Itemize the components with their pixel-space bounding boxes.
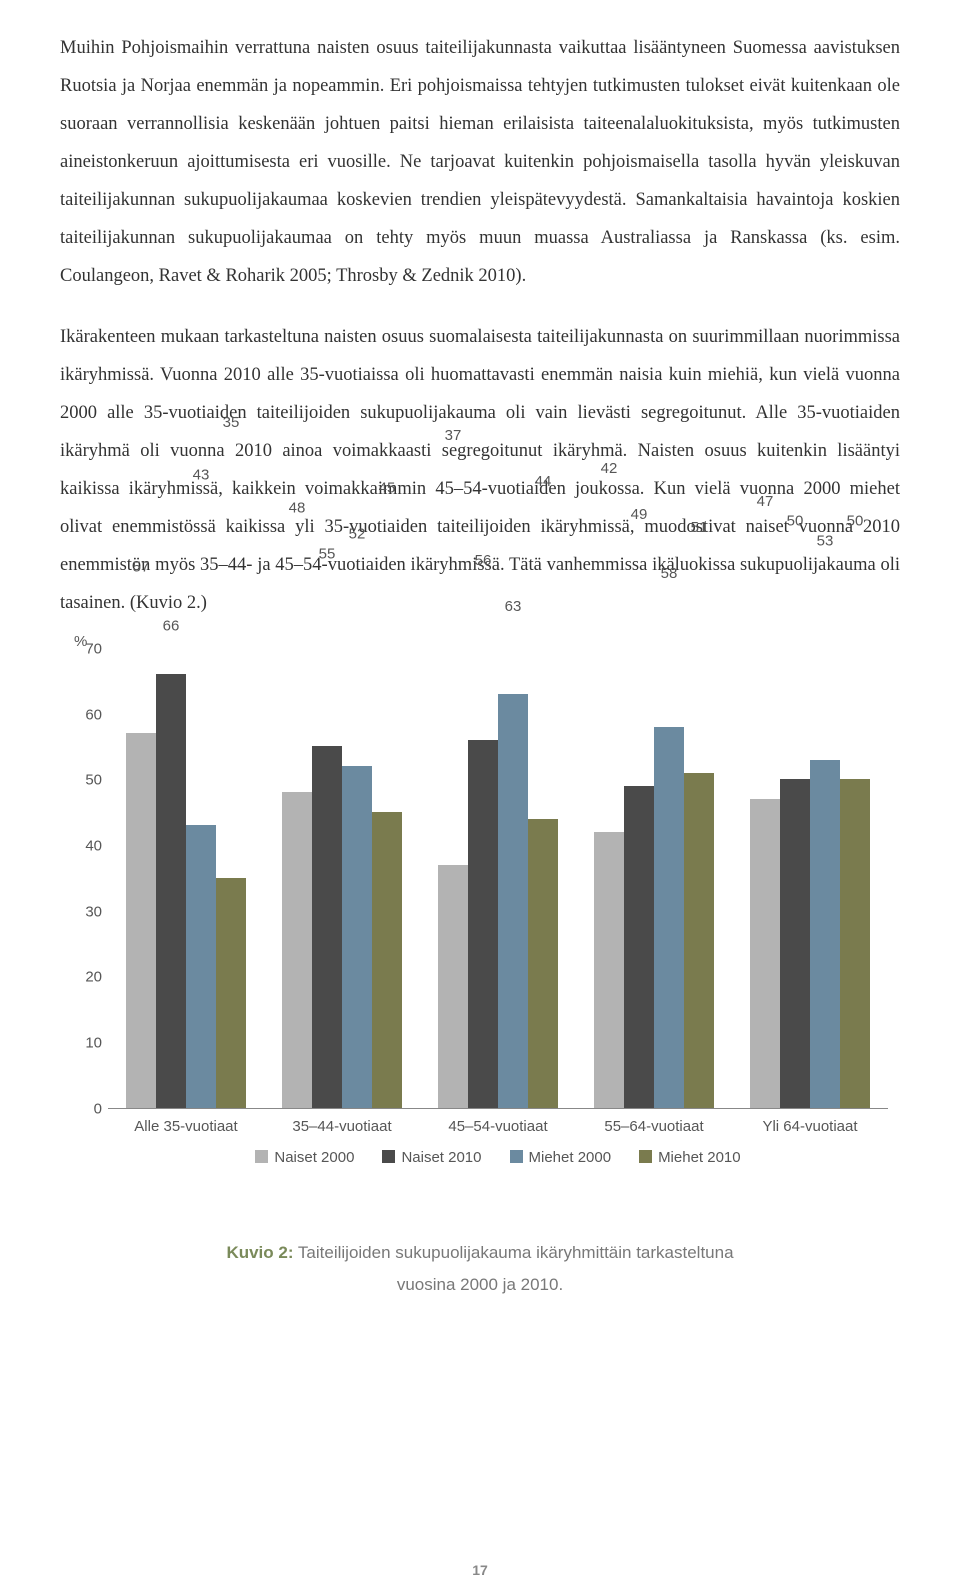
legend-label: Miehet 2010 [658, 1149, 741, 1166]
bar-group: 57664335Alle 35-vuotiaat [108, 649, 264, 1108]
legend-item: Miehet 2010 [639, 1149, 741, 1166]
y-tick: 10 [72, 1035, 102, 1052]
bar-value-label: 47 [750, 493, 780, 646]
caption-line-1: Taiteilijoiden sukupuolijakauma ikäryhmi… [298, 1243, 734, 1262]
bar-group: 47505350Yli 64-vuotiaat [732, 649, 888, 1108]
y-tick: 60 [72, 706, 102, 723]
bar-group: 4249585155–64-vuotiaat [576, 649, 732, 1108]
paragraph-1: Muihin Pohjoismaihin verrattuna naisten … [60, 30, 900, 295]
bar-value-label: 55 [312, 545, 342, 646]
bar [126, 733, 156, 1108]
caption-label: Kuvio 2: [226, 1243, 293, 1262]
bar-value-label: 42 [594, 460, 624, 646]
x-category-label: 45–54-vuotiaat [420, 1108, 576, 1135]
bar [654, 727, 684, 1108]
y-tick: 70 [72, 640, 102, 657]
legend-item: Naiset 2010 [382, 1149, 481, 1166]
y-tick: 20 [72, 969, 102, 986]
bar [684, 773, 714, 1108]
bar [156, 674, 186, 1108]
bar [216, 878, 246, 1108]
bar-value-label: 43 [186, 466, 216, 645]
y-tick: 40 [72, 837, 102, 854]
y-tick: 0 [72, 1100, 102, 1117]
bar-value-label: 52 [342, 526, 372, 646]
bar [312, 746, 342, 1107]
bar [282, 792, 312, 1107]
bar [342, 766, 372, 1108]
y-tick: 30 [72, 903, 102, 920]
bar [624, 786, 654, 1108]
bar-value-label: 49 [624, 506, 654, 646]
x-category-label: Yli 64-vuotiaat [732, 1108, 888, 1135]
page-number: 17 [0, 1562, 960, 1578]
bar-chart: % 01020304050607057664335Alle 35-vuotiaa… [60, 639, 900, 1189]
legend-swatch [382, 1150, 395, 1163]
y-tick: 50 [72, 772, 102, 789]
legend-item: Miehet 2000 [510, 1149, 612, 1166]
chart-legend: Naiset 2000 Naiset 2010 Miehet 2000 Miehet … [108, 1149, 888, 1166]
bar [186, 825, 216, 1108]
bar-value-label: 56 [468, 552, 498, 646]
bar-value-label: 51 [684, 519, 714, 646]
caption-line-2: vuosina 2000 ja 2010. [397, 1275, 563, 1294]
legend-label: Naiset 2000 [274, 1149, 354, 1166]
legend-swatch [510, 1150, 523, 1163]
bar-value-label: 37 [438, 427, 468, 646]
bar-value-label: 57 [126, 558, 156, 645]
legend-item: Naiset 2000 [255, 1149, 354, 1166]
bar-value-label: 35 [216, 414, 246, 646]
bar-value-label: 50 [780, 512, 810, 645]
figure-caption: Kuvio 2: Taiteilijoiden sukupuolijakauma… [60, 1237, 900, 1302]
bar [438, 865, 468, 1108]
bar-value-label: 44 [528, 473, 558, 646]
bar-value-label: 48 [282, 499, 312, 646]
bar-value-label: 53 [810, 532, 840, 646]
bar [468, 740, 498, 1108]
bar [780, 779, 810, 1108]
legend-swatch [639, 1150, 652, 1163]
x-category-label: Alle 35-vuotiaat [108, 1108, 264, 1135]
bar [528, 819, 558, 1108]
plot-area: 01020304050607057664335Alle 35-vuotiaat4… [108, 649, 888, 1109]
bar-value-label: 58 [654, 565, 684, 646]
bar-group: 3756634445–54-vuotiaat [420, 649, 576, 1108]
bar [810, 760, 840, 1108]
legend-label: Miehet 2000 [529, 1149, 612, 1166]
bar-value-label: 63 [498, 598, 528, 646]
bar [594, 832, 624, 1108]
bar [840, 779, 870, 1108]
bar-group: 4855524535–44-vuotiaat [264, 649, 420, 1108]
bar [372, 812, 402, 1108]
legend-label: Naiset 2010 [401, 1149, 481, 1166]
legend-swatch [255, 1150, 268, 1163]
x-category-label: 35–44-vuotiaat [264, 1108, 420, 1135]
x-category-label: 55–64-vuotiaat [576, 1108, 732, 1135]
bar-value-label: 50 [840, 512, 870, 645]
bar-value-label: 66 [156, 618, 186, 646]
bar [498, 694, 528, 1108]
bar-value-label: 45 [372, 480, 402, 646]
bar [750, 799, 780, 1108]
